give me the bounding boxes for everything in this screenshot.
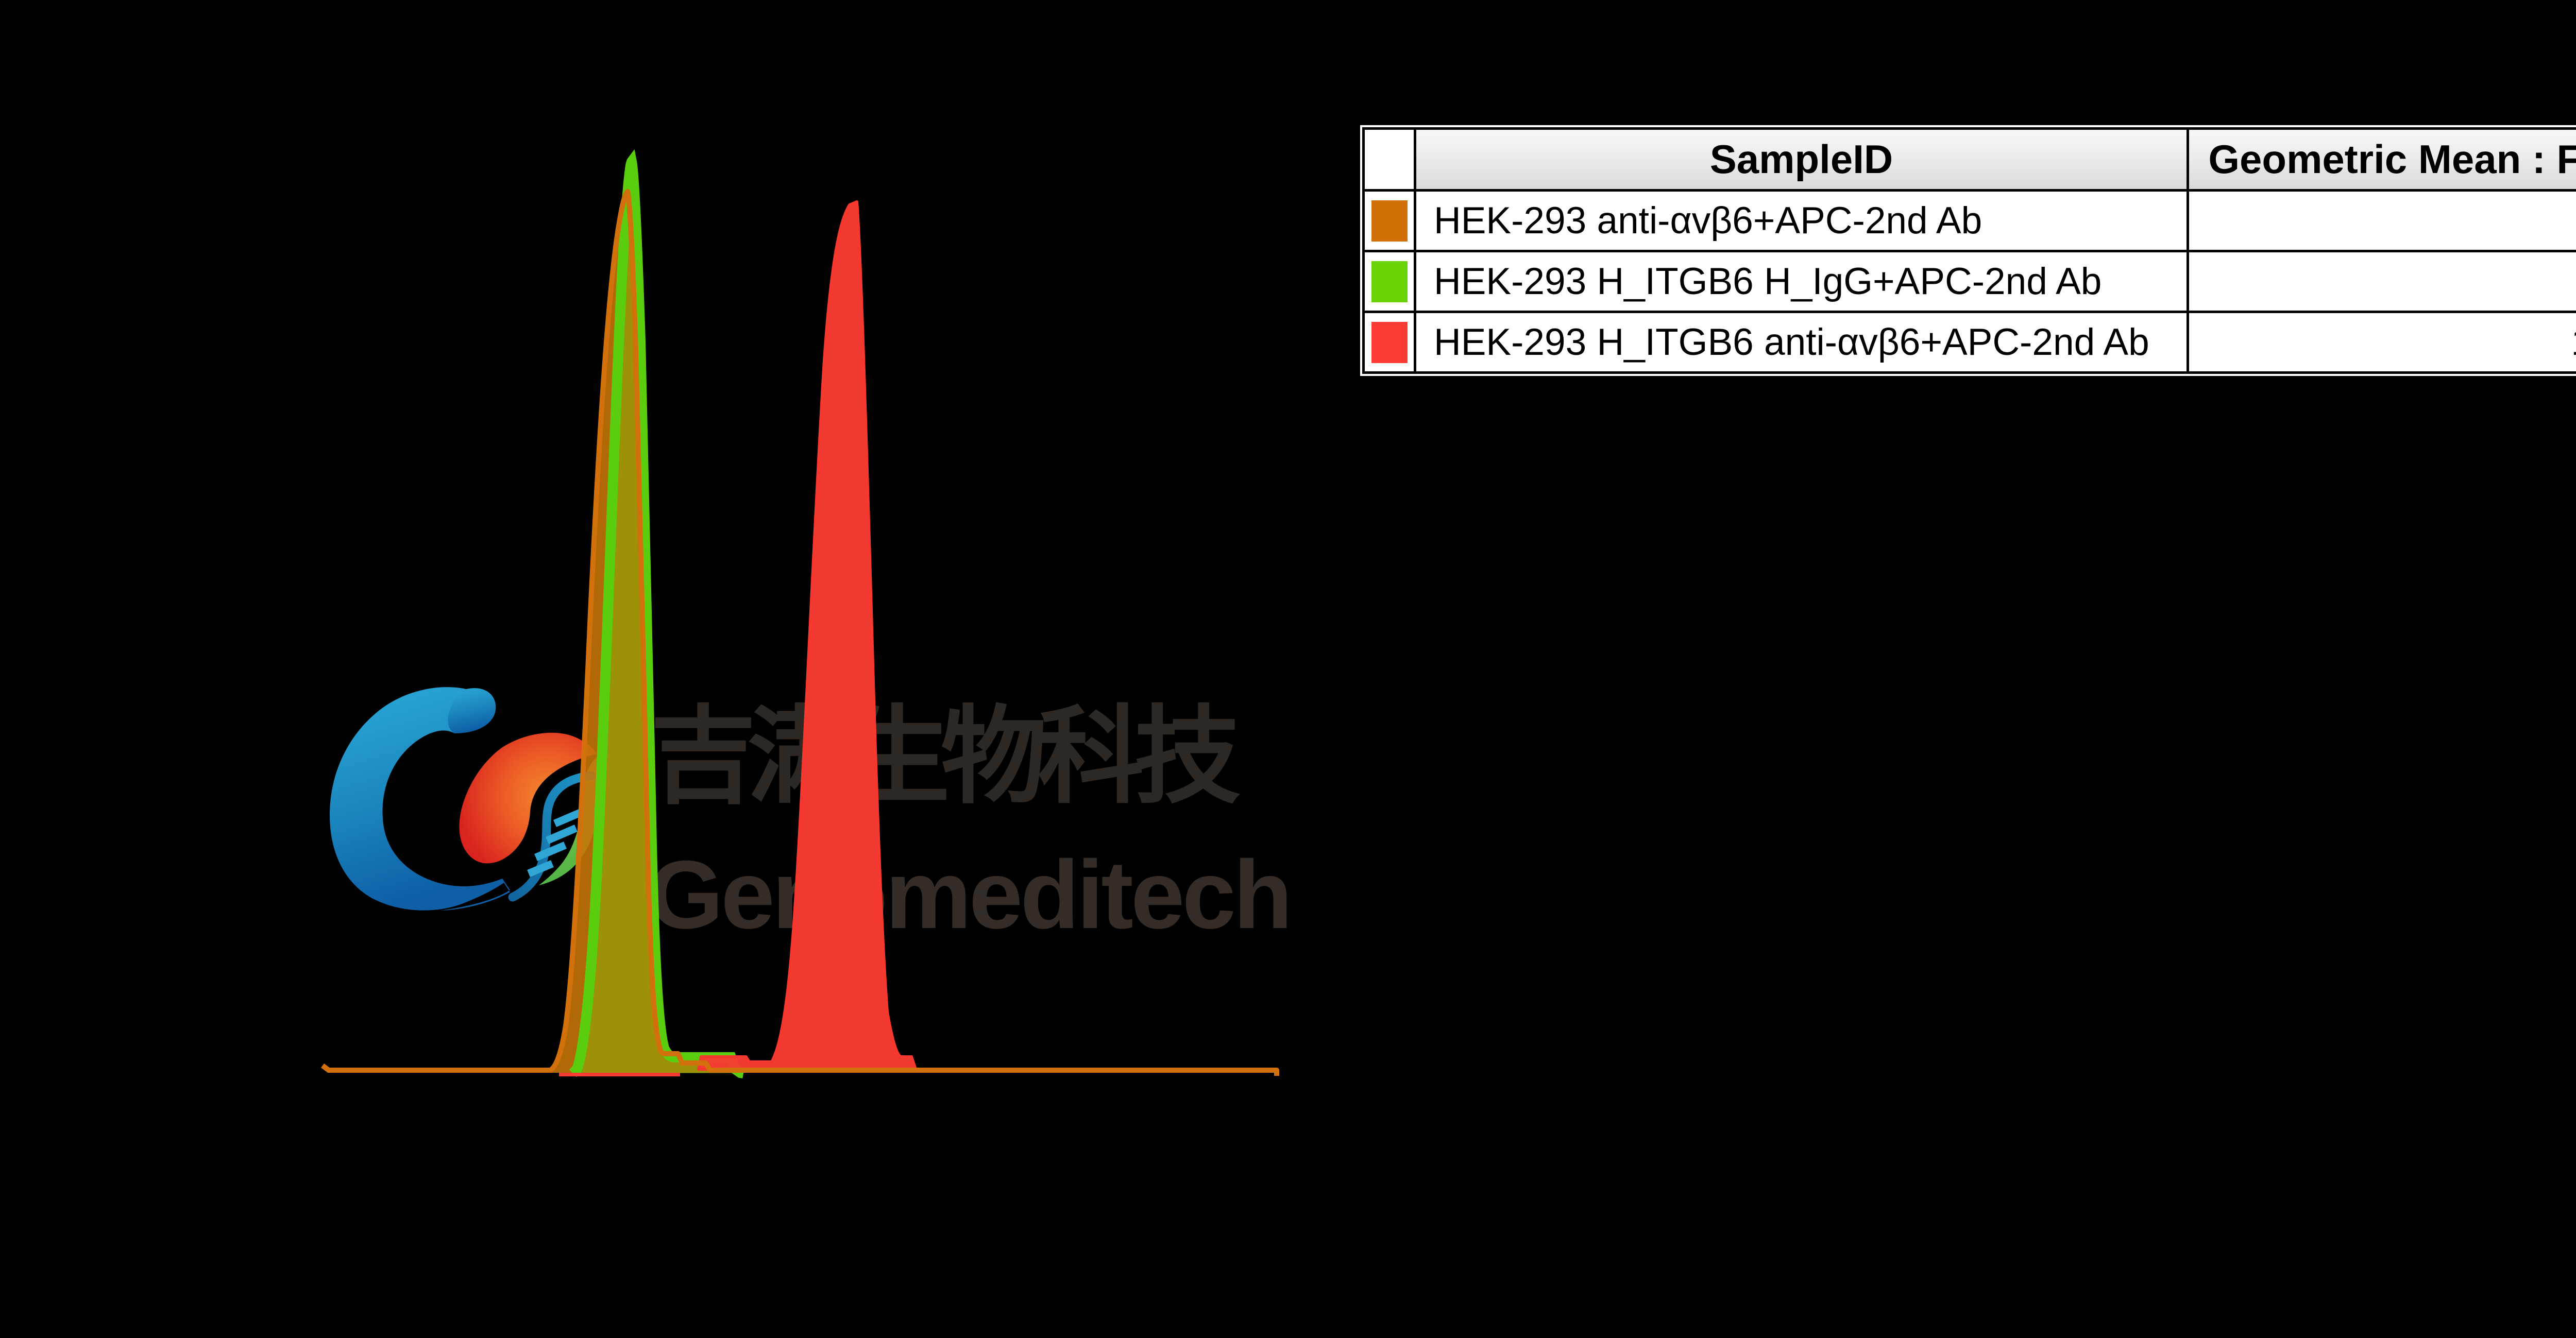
watermark-english-text: Genomeditech bbox=[648, 840, 1290, 949]
sample-statistics: SampleID Geometric Mean : FL11-H HEK-293… bbox=[1362, 127, 2576, 374]
legend-swatch-cell bbox=[1362, 311, 1416, 374]
sample-id-cell: HEK-293 H_ITGB6 H_IgG+APC-2nd Ab bbox=[1414, 250, 2189, 313]
table-row-red-sample: HEK-293 H_ITGB6 anti-αvβ6+APC-2nd Ab 173… bbox=[1362, 311, 2576, 374]
table-row-orange-sample: HEK-293 anti-αvβ6+APC-2nd Ab 1058 bbox=[1362, 189, 2576, 252]
geometric-mean-value-cell: 1058 bbox=[2187, 189, 2576, 252]
watermark-chinese-text: 吉满生物科技 bbox=[650, 697, 1241, 816]
geometric-mean-value-cell: 1191 bbox=[2187, 250, 2576, 313]
green-histogram-outline bbox=[569, 149, 744, 1078]
sampleid-column-header: SampleID bbox=[1414, 127, 2189, 192]
red-series-swatch bbox=[1371, 321, 1408, 363]
table-header-row: SampleID Geometric Mean : FL11-H bbox=[1362, 127, 2576, 192]
legend-color-column-header bbox=[1362, 127, 1416, 192]
logo-blue-swirl bbox=[330, 687, 510, 911]
logo-blue-swirl-head bbox=[448, 688, 496, 733]
sample-id-cell: HEK-293 anti-αvβ6+APC-2nd Ab bbox=[1414, 189, 2189, 252]
table-row-green-sample: HEK-293 H_ITGB6 H_IgG+APC-2nd Ab 1191 bbox=[1362, 250, 2576, 313]
logo-red-flame bbox=[459, 732, 597, 864]
statistics-table: SampleID Geometric Mean : FL11-H HEK-293… bbox=[1360, 125, 2576, 376]
legend-swatch-cell bbox=[1362, 250, 1416, 313]
logo-dna-strand bbox=[508, 771, 596, 902]
legend-swatch-cell bbox=[1362, 189, 1416, 252]
red-histogram-fill bbox=[697, 200, 917, 1071]
red-histogram-understrip bbox=[559, 1073, 680, 1076]
orange-series-swatch bbox=[1371, 200, 1408, 242]
genomeditech-logo-icon bbox=[330, 687, 601, 911]
green-histogram-fill bbox=[573, 162, 743, 1073]
sample-id-cell: HEK-293 H_ITGB6 anti-αvβ6+APC-2nd Ab bbox=[1414, 311, 2189, 374]
green-series-swatch bbox=[1371, 261, 1408, 302]
orange-histogram-outline-and-baseline bbox=[321, 189, 1279, 1076]
geometric-mean-value-cell: 173051 bbox=[2187, 311, 2576, 374]
geometric-mean-column-header: Geometric Mean : FL11-H bbox=[2187, 127, 2576, 192]
